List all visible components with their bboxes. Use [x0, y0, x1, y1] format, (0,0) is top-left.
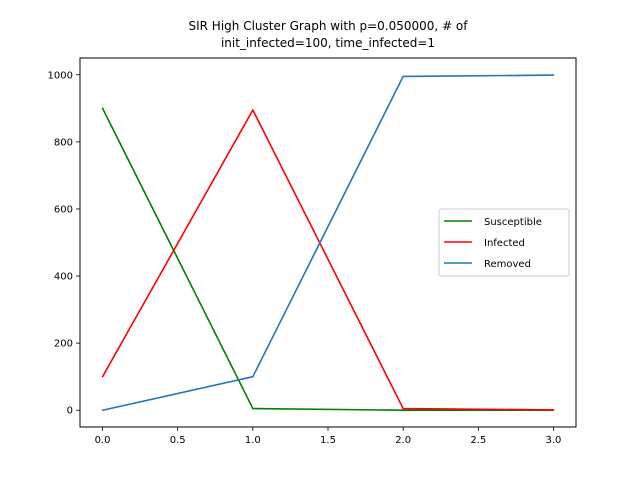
data-point-infected-0: [101, 375, 104, 378]
data-point-susceptible-2: [402, 409, 404, 412]
x-tick-label: 2.5: [470, 435, 486, 446]
data-point-removed-3: [552, 74, 555, 76]
data-point-infected-3: [552, 409, 555, 411]
legend-box: [438, 208, 570, 277]
y-tick-label: 400: [54, 272, 73, 283]
legend-label-removed: Removed: [484, 259, 531, 270]
y-tick-label: 600: [54, 204, 73, 215]
x-tick-label: 0.0: [95, 435, 111, 446]
data-point-susceptible-1: [252, 407, 254, 410]
x-tick-label: 2.0: [395, 435, 411, 446]
legend-label-susceptible: Susceptible: [484, 217, 542, 228]
data-point-susceptible-0: [101, 107, 104, 110]
series-line-removed: [102, 74, 554, 412]
data-point-infected-1: [252, 109, 254, 111]
series-layer: [101, 74, 555, 412]
y-tick-label: 200: [54, 339, 73, 350]
y-tick-label: 1000: [48, 70, 73, 81]
data-point-infected-2: [402, 407, 404, 410]
x-axis: 0.0 0.5 1.0 1.5 2.0 2.5 3.0: [95, 427, 562, 446]
x-tick-label: 1.5: [320, 435, 336, 446]
x-tick-label: 0.5: [170, 435, 186, 446]
legend: Susceptible Infected Removed: [438, 208, 570, 277]
chart-title-line-2: init_infected=100, time_infected=1: [221, 36, 435, 50]
series-line-infected: [101, 109, 554, 411]
series-line-susceptible: [101, 107, 554, 412]
chart-title-line-1: SIR High Cluster Graph with p=0.050000, …: [189, 19, 469, 33]
y-tick-label: 0: [67, 406, 73, 417]
legend-label-infected: Infected: [484, 238, 525, 249]
x-tick-label: 3.0: [546, 435, 562, 446]
y-axis: 0 200 400 600 800 1000: [48, 70, 80, 417]
data-point-removed-2: [402, 75, 404, 78]
x-tick-label: 1.0: [245, 435, 261, 446]
y-tick-label: 800: [54, 137, 73, 148]
data-point-removed-1: [252, 375, 254, 378]
data-point-removed-0: [101, 409, 104, 412]
